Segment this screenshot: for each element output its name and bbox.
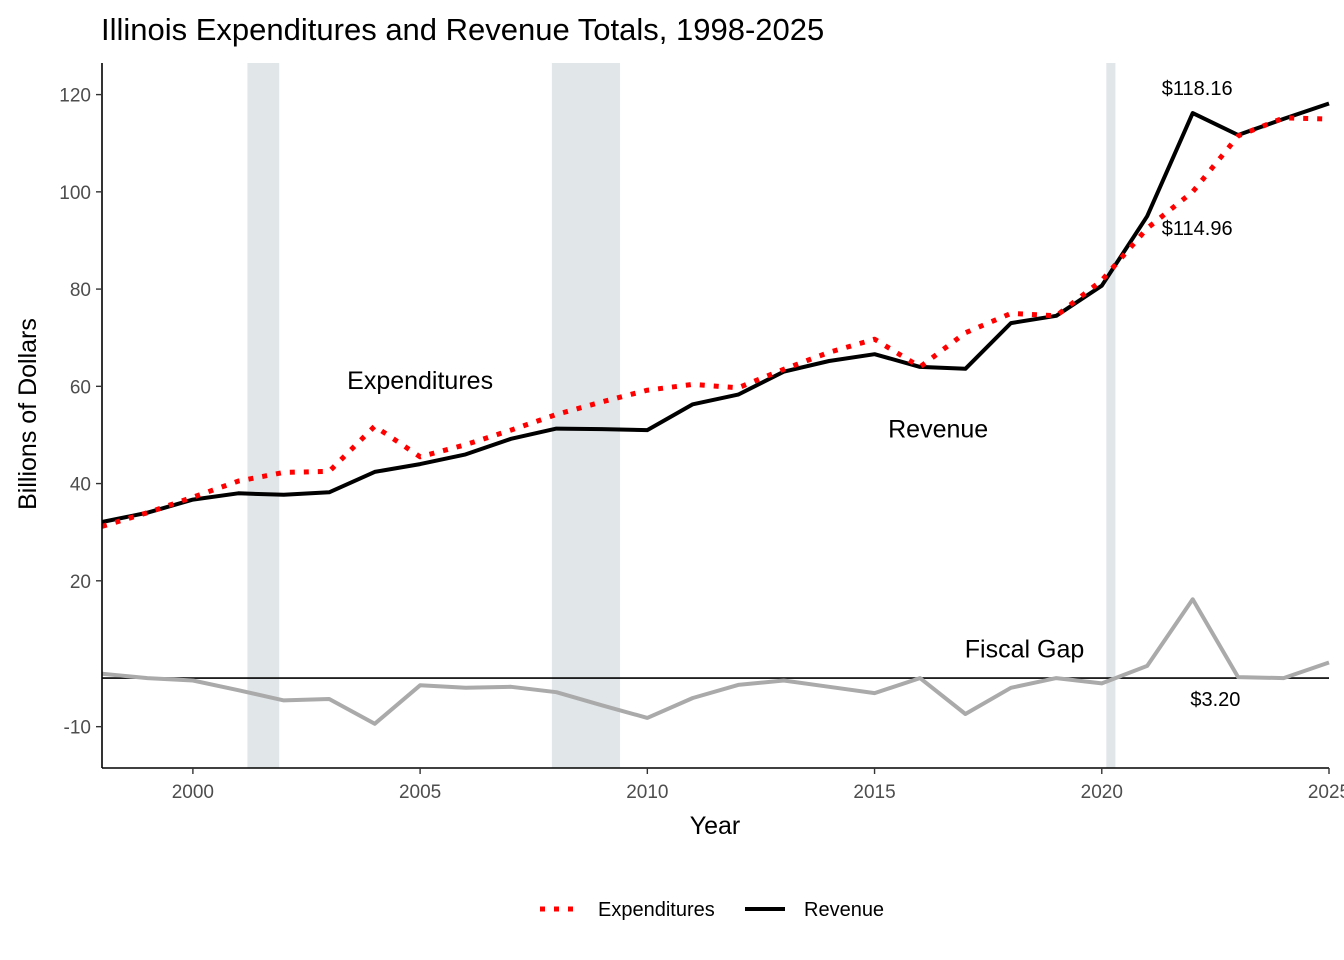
x-tick-label-2000: 2000 (172, 782, 214, 803)
recession-band-2 (551, 63, 621, 768)
legend-label-expenditures: Expenditures (598, 899, 715, 921)
series-group (101, 101, 1330, 726)
annotation-118-16: $118.16 (1162, 78, 1233, 100)
series-line-fiscal-gap (101, 597, 1330, 726)
y-tick-label-40: 40 (70, 475, 91, 496)
legend-label-revenue: Revenue (804, 899, 884, 921)
recession-band-3 (1106, 63, 1116, 768)
y-tick-label-80: 80 (70, 280, 91, 301)
chart-title: Illinois Expenditures and Revenue Totals… (101, 12, 824, 47)
y-tick-label-120: 120 (59, 86, 91, 107)
x-tick-label-2010: 2010 (626, 782, 668, 803)
y-tick-label-20: 20 (70, 572, 91, 593)
y-axis-title: Billions of Dollars (14, 318, 42, 510)
annotation-fiscal-gap: Fiscal Gap (965, 636, 1084, 664)
recession-band-1 (247, 63, 280, 768)
series-line-revenue (101, 101, 1330, 524)
annotation-114-96: $114.96 (1162, 218, 1233, 240)
y-tick-label-60: 60 (70, 377, 91, 398)
x-axis-title: Year (690, 812, 741, 840)
series-line-expenditures (101, 115, 1330, 529)
x-tick-label-2005: 2005 (399, 782, 441, 803)
annotation-3-20: $3.20 (1190, 689, 1240, 711)
x-tick-label-2025: 2025 (1308, 782, 1344, 803)
annotations-group: Expenditures Revenue Fiscal Gap $118.16 $114… (347, 78, 1240, 711)
x-tick-label-2015: 2015 (853, 782, 895, 803)
x-tick-label-2020: 2020 (1081, 782, 1123, 803)
y-tick-label--10: -10 (64, 718, 91, 739)
y-tick-label-100: 100 (59, 183, 91, 204)
axes-group: -10 20 40 60 80 100 120 2000 2005 2010 2015 2020 202… (59, 63, 1344, 803)
annotation-revenue: Revenue (888, 415, 988, 443)
recession-shading-group (247, 63, 1116, 768)
legend: Expenditures Revenue (540, 899, 884, 921)
annotation-expenditures: Expenditures (347, 367, 493, 395)
